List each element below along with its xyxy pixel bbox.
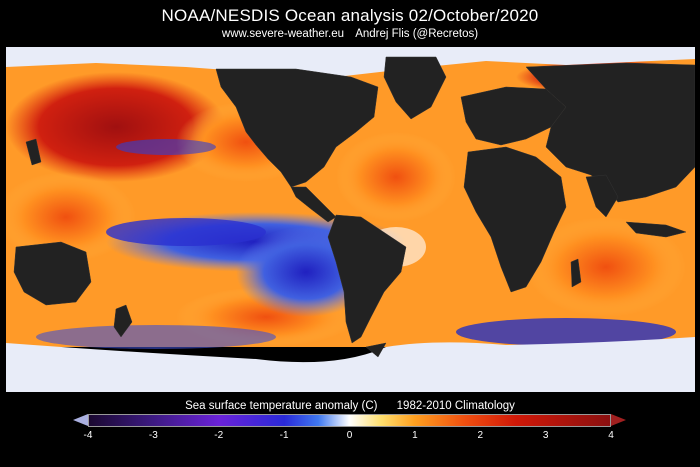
land-masses bbox=[13, 56, 695, 358]
india bbox=[585, 174, 619, 218]
colorbar-tick-label: 1 bbox=[412, 430, 418, 441]
colorbar bbox=[88, 414, 611, 427]
colorbar-max-arrow bbox=[611, 414, 626, 426]
map-subtitle: www.severe-weather.eu Andrej Flis (@Recr… bbox=[0, 28, 700, 40]
colorbar-climatology: 1982-2010 Climatology bbox=[396, 400, 515, 412]
southern-ocean-cold-2 bbox=[36, 325, 276, 349]
central-america bbox=[290, 186, 337, 223]
central-pacific-cold bbox=[106, 218, 266, 246]
antarctic-peninsula bbox=[365, 342, 387, 358]
japan bbox=[25, 138, 42, 166]
colorbar-label: Sea surface temperature anomaly (C) bbox=[185, 400, 378, 412]
europe bbox=[460, 86, 567, 146]
australia bbox=[13, 241, 92, 306]
colorbar-tick-label: -4 bbox=[83, 430, 93, 441]
north-america bbox=[215, 68, 379, 188]
colorbar-min-arrow bbox=[73, 414, 88, 426]
colorbar-tick-label: 0 bbox=[346, 430, 353, 441]
north-atlantic-warm bbox=[336, 132, 456, 222]
antarctic-ice bbox=[6, 337, 695, 392]
map-title: NOAA/NESDIS Ocean analysis 02/October/20… bbox=[161, 6, 539, 25]
colorbar-tick-label: -1 bbox=[279, 430, 289, 441]
southern-ocean-cold bbox=[456, 318, 676, 346]
colorbar-tick-label: -2 bbox=[214, 430, 224, 441]
colorbar-ticks: -4 -3 -2 -1 0 1 2 3 4 bbox=[84, 430, 614, 444]
south-america bbox=[327, 214, 407, 344]
sst-anomaly-map bbox=[6, 47, 695, 392]
colorbar-tick-label: -3 bbox=[148, 430, 158, 441]
author-credit: Andrej Flis (@Recretos) bbox=[355, 28, 479, 40]
colorbar-tick-label: 3 bbox=[542, 430, 549, 441]
world-map-svg bbox=[6, 47, 695, 392]
website-credit: www.severe-weather.eu bbox=[221, 28, 344, 40]
colorbar-title: Sea surface temperature anomaly (C) 1982… bbox=[0, 400, 700, 412]
west-pacific-warm bbox=[6, 172, 136, 262]
colorbar-tick-label: 2 bbox=[477, 430, 484, 441]
colorbar-tick-label: 4 bbox=[608, 430, 614, 441]
new-zealand bbox=[113, 304, 133, 338]
greenland bbox=[383, 56, 447, 120]
africa bbox=[463, 146, 567, 293]
indonesia bbox=[625, 221, 687, 238]
north-pacific-cold-band bbox=[116, 139, 216, 155]
arctic-ice bbox=[6, 47, 695, 77]
indian-ocean-warm bbox=[526, 217, 686, 317]
madagascar bbox=[570, 258, 582, 288]
